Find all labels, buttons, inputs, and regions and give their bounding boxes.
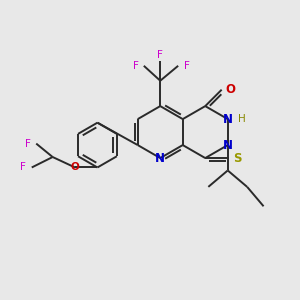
- Text: S: S: [233, 152, 242, 165]
- Text: H: H: [238, 114, 246, 124]
- Text: O: O: [225, 83, 235, 96]
- Text: F: F: [133, 61, 138, 71]
- Text: N: N: [155, 152, 165, 165]
- Text: F: F: [184, 61, 190, 71]
- Text: F: F: [157, 50, 163, 60]
- Text: F: F: [20, 163, 26, 172]
- Text: O: O: [71, 163, 80, 172]
- Text: N: N: [223, 139, 233, 152]
- Text: F: F: [25, 139, 31, 148]
- Text: N: N: [223, 112, 233, 126]
